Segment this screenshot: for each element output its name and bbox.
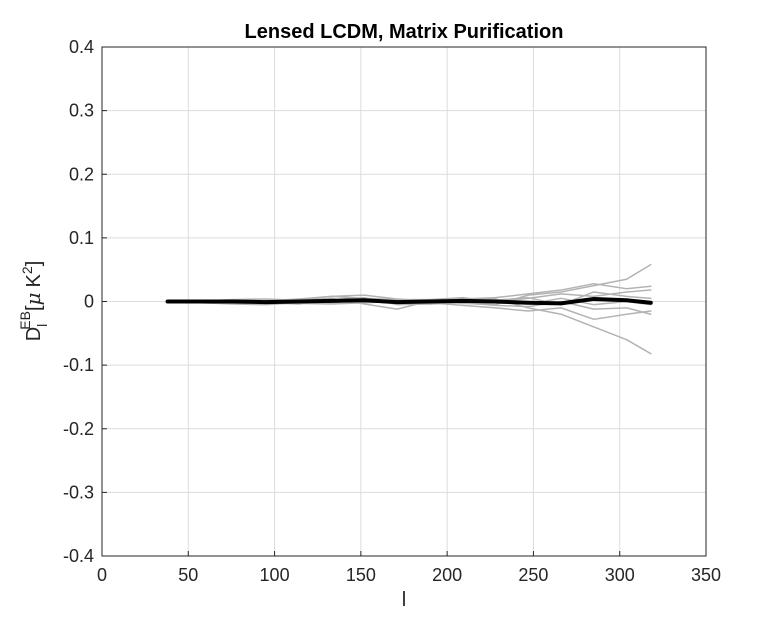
y-tick-label: -0.1 (63, 355, 94, 375)
y-label-power: 2 (19, 266, 35, 274)
realization-series-line (166, 282, 652, 310)
chart-title: Lensed LCDM, Matrix Purification (245, 21, 564, 43)
y-tick-label: 0.3 (69, 101, 94, 121)
series-layer (165, 263, 653, 355)
y-tick-label: -0.2 (63, 419, 94, 439)
y-tick-label: -0.4 (63, 546, 94, 566)
x-tick-label: 250 (518, 565, 548, 585)
x-tick-label: 150 (346, 565, 376, 585)
y-label-subscript: l (34, 324, 50, 327)
axis-ticks: 0 50 100 150 200 250 300 350 -0.4 -0.3 -0.2 -0.1 0 0.… (63, 37, 721, 585)
x-tick-label: 100 (260, 565, 290, 585)
mean-series-line (165, 296, 653, 306)
y-label-bracket-close: ] (23, 261, 45, 267)
y-label-base: D (23, 327, 45, 341)
x-tick-label: 0 (97, 565, 107, 585)
y-label-bracket-open: [ (23, 305, 45, 311)
x-tick-label: 200 (432, 565, 462, 585)
x-tick-label: 300 (605, 565, 635, 585)
y-label-mu: μ (21, 292, 45, 305)
y-label-superscript: EB (17, 311, 33, 330)
y-tick-label: 0.2 (69, 164, 94, 184)
x-axis-label: l (402, 589, 406, 611)
y-axis-label: DlEB[μK2] (17, 261, 50, 342)
y-label-unit: K (23, 273, 45, 287)
x-tick-label: 350 (691, 565, 721, 585)
y-tick-label: 0 (84, 292, 94, 312)
x-tick-label: 50 (178, 565, 198, 585)
y-tick-label: 0.1 (69, 228, 94, 248)
y-tick-label: 0.4 (69, 37, 94, 57)
y-tick-label: -0.3 (63, 482, 94, 502)
